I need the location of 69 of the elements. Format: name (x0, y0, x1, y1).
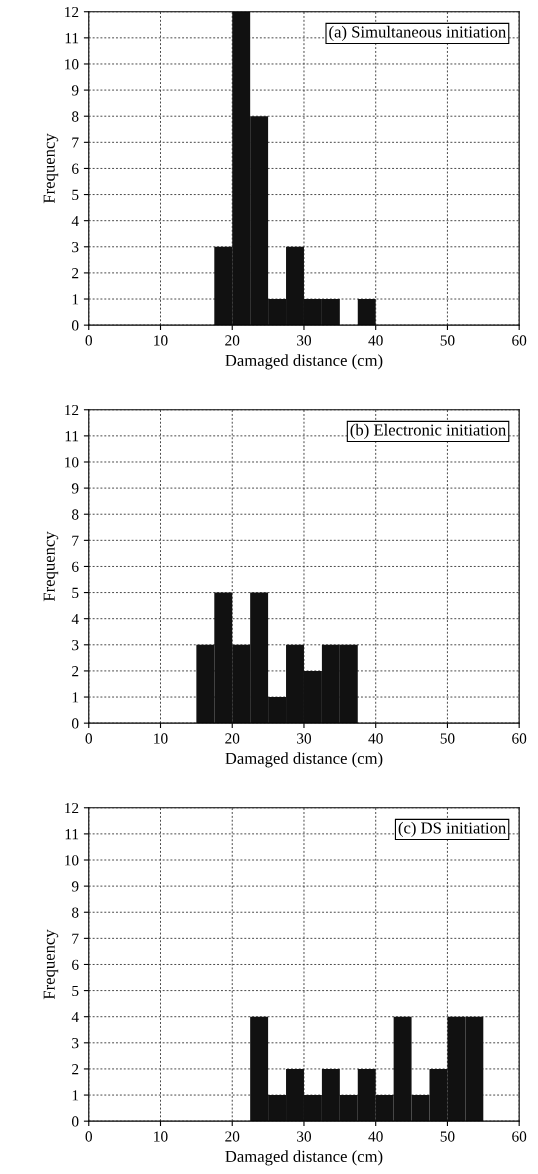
y-tick-label: 5 (72, 985, 79, 997)
x-tick-label: 10 (154, 1131, 168, 1142)
y-tick-label: 7 (72, 137, 79, 148)
y-tick-label: 6 (72, 959, 79, 970)
x-tick-label: 60 (512, 1131, 527, 1142)
y-tick-label: 0 (71, 1116, 79, 1127)
x-axis-title: Damaged distance (cm) (225, 1150, 383, 1166)
y-tick-label: 9 (71, 85, 79, 96)
y-tick-label: 6 (72, 561, 79, 572)
y-tick-label: 10 (65, 457, 79, 468)
y-tick-label: 1 (72, 1090, 79, 1101)
y-tick-label: 1 (72, 294, 79, 305)
y-tick-label: 11 (65, 431, 79, 442)
y-tick-label: 11 (65, 33, 79, 44)
x-tick-label: 30 (297, 1131, 312, 1142)
y-axis-title: Frequency (43, 531, 59, 602)
y-tick-label: 5 (72, 587, 79, 599)
y-tick-label: 4 (71, 215, 79, 226)
y-tick-label: 9 (71, 483, 79, 494)
x-tick-label: 40 (368, 1131, 383, 1142)
annotation: (c) DS initiation (398, 821, 507, 837)
x-tick-label: 30 (297, 335, 312, 346)
x-tick-label: 30 (297, 733, 312, 744)
y-tick-label: 4 (71, 613, 79, 624)
annotation: (b) Electronic initiation (350, 423, 507, 439)
y-tick-label: 9 (71, 881, 79, 892)
y-axis-title: Frequency (43, 133, 59, 204)
y-tick-label: 3 (72, 241, 79, 253)
y-tick-label: 8 (71, 509, 79, 520)
x-tick-label: 0 (85, 733, 93, 744)
y-tick-label: 0 (71, 718, 79, 729)
x-tick-label: 60 (512, 733, 527, 744)
y-tick-label: 5 (72, 189, 79, 201)
x-tick-label: 50 (440, 733, 455, 744)
y-tick-label: 6 (72, 163, 79, 174)
x-tick-label: 0 (85, 1131, 93, 1142)
y-tick-label: 2 (72, 268, 79, 279)
y-tick-label: 1 (72, 692, 79, 703)
y-tick-label: 4 (71, 1011, 79, 1022)
x-tick-label: 60 (512, 335, 527, 346)
x-axis-title: Damaged distance (cm) (225, 354, 383, 370)
y-tick-label: 2 (72, 1064, 79, 1075)
x-tick-label: 20 (225, 335, 240, 346)
x-tick-label: 10 (154, 335, 168, 346)
x-axis-title: Damaged distance (cm) (225, 752, 383, 768)
annotation: (a) Simultaneous initiation (329, 25, 507, 41)
y-tick-label: 8 (71, 907, 79, 918)
x-tick-label: 50 (440, 1131, 455, 1142)
x-tick-label: 0 (85, 335, 93, 346)
y-tick-label: 0 (71, 320, 79, 331)
y-tick-label: 7 (72, 535, 79, 546)
y-tick-label: 8 (71, 111, 79, 122)
y-tick-label: 10 (65, 59, 79, 70)
y-tick-label: 10 (65, 855, 79, 866)
y-axis-title: Frequency (43, 929, 59, 1000)
y-tick-label: 7 (72, 933, 79, 944)
x-tick-label: 40 (368, 733, 383, 744)
y-tick-label: 3 (72, 1038, 79, 1049)
y-tick-label: 12 (65, 404, 79, 416)
x-tick-label: 20 (225, 1131, 240, 1142)
y-tick-label: 3 (72, 639, 79, 651)
y-tick-label: 11 (65, 829, 79, 840)
x-tick-label: 40 (368, 335, 383, 346)
x-tick-label: 20 (225, 733, 240, 744)
y-tick-label: 2 (72, 666, 79, 677)
x-tick-label: 50 (440, 335, 455, 346)
y-tick-label: 12 (65, 802, 79, 814)
y-tick-label: 12 (65, 6, 79, 18)
x-tick-label: 10 (154, 733, 168, 744)
